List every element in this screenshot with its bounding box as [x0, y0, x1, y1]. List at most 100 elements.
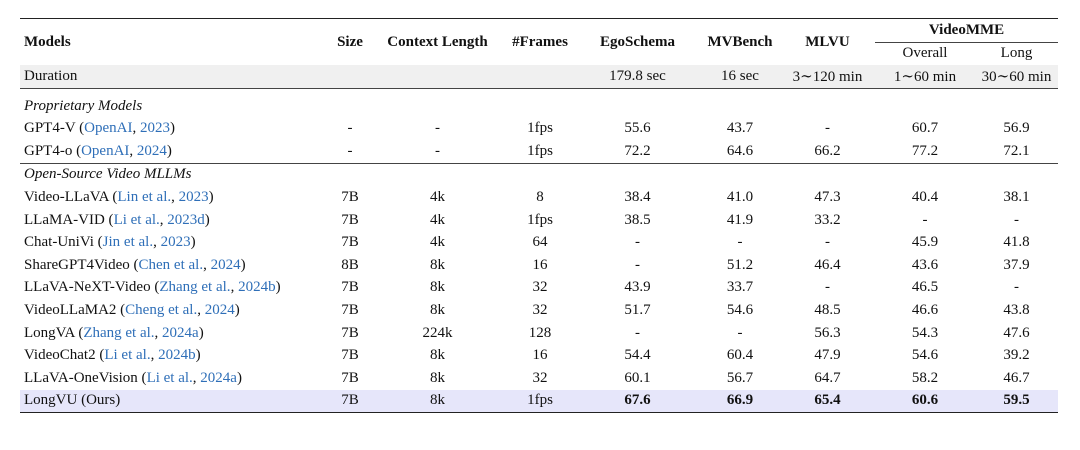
model-row: VideoLLaMA2 (Cheng et al., 2024) 7B 8k 32 51… — [20, 299, 1058, 322]
value-cell: 8k — [430, 256, 445, 273]
value-cell: 56.7 — [726, 369, 754, 386]
model-name: ) — [166, 142, 172, 159]
model-cell: LongVA (Zhang et al., 2024a) — [20, 322, 330, 345]
value-cell: 16 — [532, 347, 548, 364]
value-cell: 7B — [341, 369, 359, 386]
value-cell: 59.5 — [975, 389, 1059, 414]
value-cell: 38.5 — [624, 211, 651, 228]
model-row: LongVU (Ours) 7B 8k 1fps 67.6 66.9 65.4 60.6 59.… — [20, 389, 1059, 414]
model-name: ShareGPT4Video ( — [24, 256, 139, 273]
model-name: ) — [240, 256, 246, 273]
citation[interactable]: 2024 — [136, 142, 167, 159]
citation[interactable]: OpenAI — [81, 142, 130, 159]
citation[interactable]: 2024b — [238, 279, 276, 296]
citation[interactable]: 2023 — [139, 120, 170, 137]
column-header: Size — [337, 33, 363, 50]
value-cell: 1fps — [527, 120, 553, 137]
model-cell: LongVU (Ours) — [20, 389, 330, 414]
model-name: LongVA ( — [24, 324, 84, 341]
model-name: , — [132, 120, 140, 137]
value-cell: - — [1014, 279, 1019, 296]
value-cell: - — [825, 279, 830, 296]
column-header: Context Length — [387, 33, 488, 50]
value-cell: 37.9 — [1003, 256, 1030, 273]
value-cell: 77.2 — [911, 142, 939, 159]
citation[interactable]: 2024a — [162, 324, 199, 341]
value-cell: 8B — [341, 256, 359, 273]
value-cell: - — [635, 324, 640, 341]
citation[interactable]: Cheng et al. — [125, 301, 198, 318]
value-cell: 60.4 — [726, 347, 754, 364]
value-cell: 51.2 — [726, 256, 754, 273]
value-cell: 128 — [528, 324, 552, 341]
citation[interactable]: Li et al. — [104, 347, 151, 364]
value-cell: 66.2 — [814, 142, 841, 159]
value-cell: 43.7 — [726, 120, 754, 137]
citation[interactable]: 2024b — [158, 347, 196, 364]
duration-cell: 1∼60 min — [875, 65, 975, 89]
citation[interactable]: Jin et al. — [102, 234, 154, 251]
model-cell: VideoChat2 (Li et al., 2024b) — [20, 344, 330, 367]
value-cell: 4k — [430, 211, 445, 228]
model-name: Chat-UniVi ( — [24, 234, 103, 251]
value-cell: 1fps — [527, 211, 553, 228]
model-name: GPT4-o ( — [24, 142, 82, 159]
value-cell: 39.2 — [1003, 347, 1030, 364]
model-row: Chat-UniVi (Jin et al., 2023) 7B 4k 64 - - - 45… — [20, 231, 1058, 254]
value-cell: 1fps — [527, 142, 553, 159]
citation[interactable]: OpenAI — [84, 120, 133, 137]
model-cell: Video-LLaVA (Lin et al., 2023) — [20, 186, 330, 209]
model-cell: LLaVA-OneVision (Li et al., 2024a) — [20, 367, 330, 390]
value-cell: 64.7 — [814, 369, 841, 386]
citation[interactable]: 2024 — [210, 256, 241, 273]
value-cell: 7B — [341, 188, 359, 205]
citation[interactable]: 2024a — [200, 369, 237, 386]
citation[interactable]: 2024 — [204, 301, 235, 318]
value-cell: 224k — [422, 324, 453, 341]
citation[interactable]: Li et al. — [113, 211, 160, 228]
value-cell: 43.8 — [1003, 301, 1030, 318]
sub-header: Long — [1000, 45, 1033, 62]
model-row: GPT4-o (OpenAI, 2024) - -1fps 72.2 64.6 66.2 7… — [20, 140, 1058, 163]
citation[interactable]: Li et al. — [146, 369, 193, 386]
citation[interactable]: Zhang et al. — [159, 279, 231, 296]
value-cell: 8k — [430, 369, 445, 386]
value-cell: 60.7 — [911, 120, 939, 137]
value-cell: 54.3 — [911, 324, 939, 341]
results-table: Models Size Context Length #Frames EgoSc… — [20, 18, 1059, 414]
model-name: , — [203, 256, 211, 273]
value-cell: 67.6 — [575, 389, 700, 414]
value-cell: - — [635, 256, 640, 273]
value-cell: 7B — [341, 211, 359, 228]
citation[interactable]: Lin et al. — [117, 188, 172, 205]
value-cell: 32 — [532, 369, 548, 386]
citation[interactable]: 2023 — [178, 188, 209, 205]
value-cell: 7B — [341, 234, 359, 251]
model-name: Video-LLaVA ( — [24, 188, 118, 205]
value-cell: 8 — [536, 188, 544, 205]
value-cell: - — [922, 211, 928, 228]
model-name: ) — [169, 120, 175, 137]
value-cell: - — [825, 234, 830, 251]
model-name: ) — [190, 234, 196, 251]
model-row: LongVA (Zhang et al., 2024a) 7B 224k 128 - - 5… — [20, 322, 1058, 345]
value-cell: 7B — [341, 301, 359, 318]
value-cell: 47.3 — [814, 188, 841, 205]
model-name: ) — [234, 301, 240, 318]
citation[interactable]: Chen et al. — [138, 256, 204, 273]
citation[interactable]: 2023 — [160, 234, 191, 251]
section-row: Proprietary Models — [20, 88, 1058, 117]
value-cell: 46.4 — [814, 256, 841, 273]
value-cell: 16 — [532, 256, 548, 273]
column-header: MLVU — [805, 33, 850, 50]
value-cell: 32 — [532, 279, 548, 296]
model-name: , — [154, 324, 163, 341]
model-name: ) — [198, 324, 204, 341]
model-name: , — [153, 234, 161, 251]
citation[interactable]: 2023d — [167, 211, 205, 228]
model-cell: LLaVA-NeXT-Video (Zhang et al., 2024b) — [20, 277, 330, 300]
citation[interactable]: Zhang et al. — [83, 324, 155, 341]
value-cell: - — [635, 234, 640, 251]
model-name: , — [192, 369, 201, 386]
